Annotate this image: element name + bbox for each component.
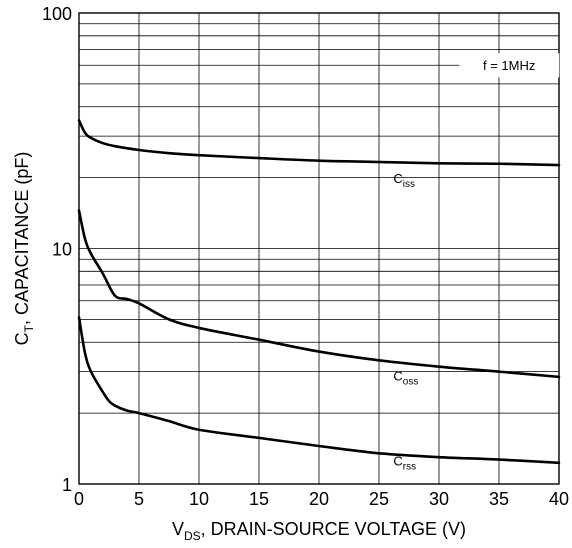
x-axis-title-main: V (172, 519, 184, 539)
y-axis-title-sub: T (22, 324, 36, 332)
y-tick-label: 10 (52, 240, 72, 260)
y-axis-title: CT, CAPACITANCE (pF) (12, 152, 36, 346)
x-tick-label: 25 (369, 489, 389, 509)
series-label-main: C (393, 369, 402, 384)
tick-labels: 0 5 10 15 20 25 30 35 40 1 10 100 (42, 4, 569, 509)
series-label-crss: Crss (393, 453, 416, 472)
series-label-sub: rss (403, 461, 416, 472)
y-tick-label: 100 (42, 4, 72, 24)
frequency-annotation: f = 1MHz (459, 53, 560, 78)
x-tick-label: 15 (249, 489, 269, 509)
series-label-main: C (393, 171, 402, 186)
y-axis-title-rest: , CAPACITANCE (pF) (12, 152, 32, 325)
x-tick-label: 40 (549, 489, 569, 509)
series-label-sub: iss (403, 179, 415, 190)
y-axis-title-main: C (12, 332, 32, 345)
x-tick-label: 5 (134, 489, 144, 509)
series-line-ciss (77, 119, 561, 167)
x-tick-label: 35 (489, 489, 509, 509)
frequency-annotation-text: f = 1MHz (483, 58, 535, 73)
grid-lines (79, 13, 559, 484)
x-tick-label: 20 (309, 489, 329, 509)
plot-frame (78, 12, 560, 485)
x-tick-label: 0 (74, 489, 84, 509)
x-axis-title: VDS, DRAIN-SOURCE VOLTAGE (V) (172, 519, 466, 543)
series-line-crss (77, 316, 561, 465)
x-tick-label: 10 (189, 489, 209, 509)
x-axis-title-sub: DS (184, 529, 201, 543)
x-tick-label: 30 (429, 489, 449, 509)
y-tick-label: 1 (62, 475, 72, 495)
series-label-ciss: Ciss (393, 171, 415, 190)
series-label-coss: Coss (393, 369, 418, 388)
series-line-coss (77, 209, 561, 379)
series-label-main: C (393, 453, 402, 468)
series-label-sub: oss (403, 377, 419, 388)
series-curves (77, 119, 561, 465)
x-axis-title-rest: , DRAIN-SOURCE VOLTAGE (V) (201, 519, 466, 539)
